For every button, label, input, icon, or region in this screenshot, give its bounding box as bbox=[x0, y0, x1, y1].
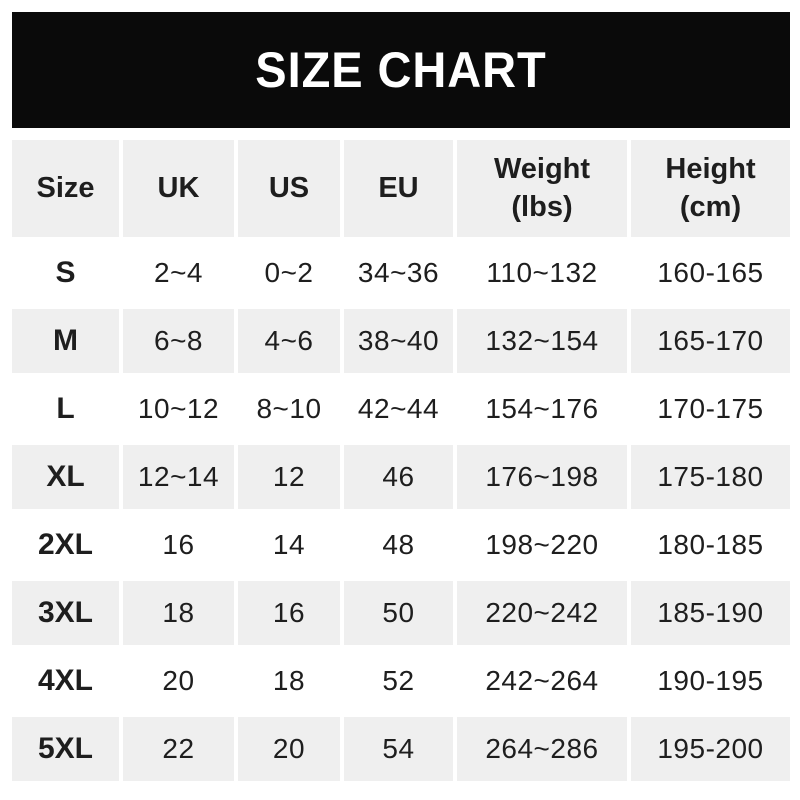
column-header-size: Size bbox=[12, 140, 119, 237]
table-row-5xl: 5XL 22 20 54 264~286 195-200 bbox=[12, 717, 790, 781]
size-label-cell: 3XL bbox=[12, 581, 119, 645]
uk-cell: 22 bbox=[123, 717, 234, 781]
table-header-row: Size UK US EU Weight (lbs) Height (cm) bbox=[12, 140, 790, 237]
size-label-cell: XL bbox=[12, 445, 119, 509]
weight-cell: 110~132 bbox=[457, 241, 627, 305]
size-label-cell: 4XL bbox=[12, 649, 119, 713]
uk-cell: 20 bbox=[123, 649, 234, 713]
table-row-s: S 2~4 0~2 34~36 110~132 160-165 bbox=[12, 241, 790, 305]
size-table: Size UK US EU Weight (lbs) Height (cm) S… bbox=[12, 140, 790, 781]
title-banner: SIZE CHART bbox=[12, 12, 790, 128]
height-cell: 195-200 bbox=[631, 717, 790, 781]
height-cell: 185-190 bbox=[631, 581, 790, 645]
weight-cell: 154~176 bbox=[457, 377, 627, 441]
uk-cell: 6~8 bbox=[123, 309, 234, 373]
uk-cell: 12~14 bbox=[123, 445, 234, 509]
eu-cell: 42~44 bbox=[344, 377, 453, 441]
uk-cell: 18 bbox=[123, 581, 234, 645]
table-row-m: M 6~8 4~6 38~40 132~154 165-170 bbox=[12, 309, 790, 373]
height-cell: 180-185 bbox=[631, 513, 790, 577]
weight-cell: 220~242 bbox=[457, 581, 627, 645]
us-cell: 16 bbox=[238, 581, 340, 645]
page-title: SIZE CHART bbox=[255, 42, 547, 98]
column-header-us: US bbox=[238, 140, 340, 237]
table-row-2xl: 2XL 16 14 48 198~220 180-185 bbox=[12, 513, 790, 577]
us-cell: 20 bbox=[238, 717, 340, 781]
us-cell: 4~6 bbox=[238, 309, 340, 373]
us-cell: 8~10 bbox=[238, 377, 340, 441]
eu-cell: 34~36 bbox=[344, 241, 453, 305]
height-cell: 160-165 bbox=[631, 241, 790, 305]
us-cell: 12 bbox=[238, 445, 340, 509]
height-cell: 165-170 bbox=[631, 309, 790, 373]
uk-cell: 2~4 bbox=[123, 241, 234, 305]
column-header-weight: Weight (lbs) bbox=[457, 140, 627, 237]
us-cell: 0~2 bbox=[238, 241, 340, 305]
size-label-cell: M bbox=[12, 309, 119, 373]
eu-cell: 52 bbox=[344, 649, 453, 713]
size-label-cell: 5XL bbox=[12, 717, 119, 781]
size-label-cell: L bbox=[12, 377, 119, 441]
column-header-height: Height (cm) bbox=[631, 140, 790, 237]
eu-cell: 48 bbox=[344, 513, 453, 577]
eu-cell: 38~40 bbox=[344, 309, 453, 373]
table-row-4xl: 4XL 20 18 52 242~264 190-195 bbox=[12, 649, 790, 713]
height-cell: 190-195 bbox=[631, 649, 790, 713]
weight-cell: 242~264 bbox=[457, 649, 627, 713]
size-label-cell: 2XL bbox=[12, 513, 119, 577]
table-row-xl: XL 12~14 12 46 176~198 175-180 bbox=[12, 445, 790, 509]
weight-cell: 132~154 bbox=[457, 309, 627, 373]
column-header-eu: EU bbox=[344, 140, 453, 237]
eu-cell: 54 bbox=[344, 717, 453, 781]
size-chart-page: SIZE CHART Size UK US EU Weight (lbs) He… bbox=[12, 12, 790, 781]
weight-cell: 264~286 bbox=[457, 717, 627, 781]
table-row-l: L 10~12 8~10 42~44 154~176 170-175 bbox=[12, 377, 790, 441]
column-header-uk: UK bbox=[123, 140, 234, 237]
us-cell: 18 bbox=[238, 649, 340, 713]
weight-cell: 198~220 bbox=[457, 513, 627, 577]
eu-cell: 46 bbox=[344, 445, 453, 509]
weight-cell: 176~198 bbox=[457, 445, 627, 509]
height-cell: 175-180 bbox=[631, 445, 790, 509]
height-cell: 170-175 bbox=[631, 377, 790, 441]
eu-cell: 50 bbox=[344, 581, 453, 645]
size-label-cell: S bbox=[12, 241, 119, 305]
uk-cell: 16 bbox=[123, 513, 234, 577]
uk-cell: 10~12 bbox=[123, 377, 234, 441]
us-cell: 14 bbox=[238, 513, 340, 577]
table-row-3xl: 3XL 18 16 50 220~242 185-190 bbox=[12, 581, 790, 645]
